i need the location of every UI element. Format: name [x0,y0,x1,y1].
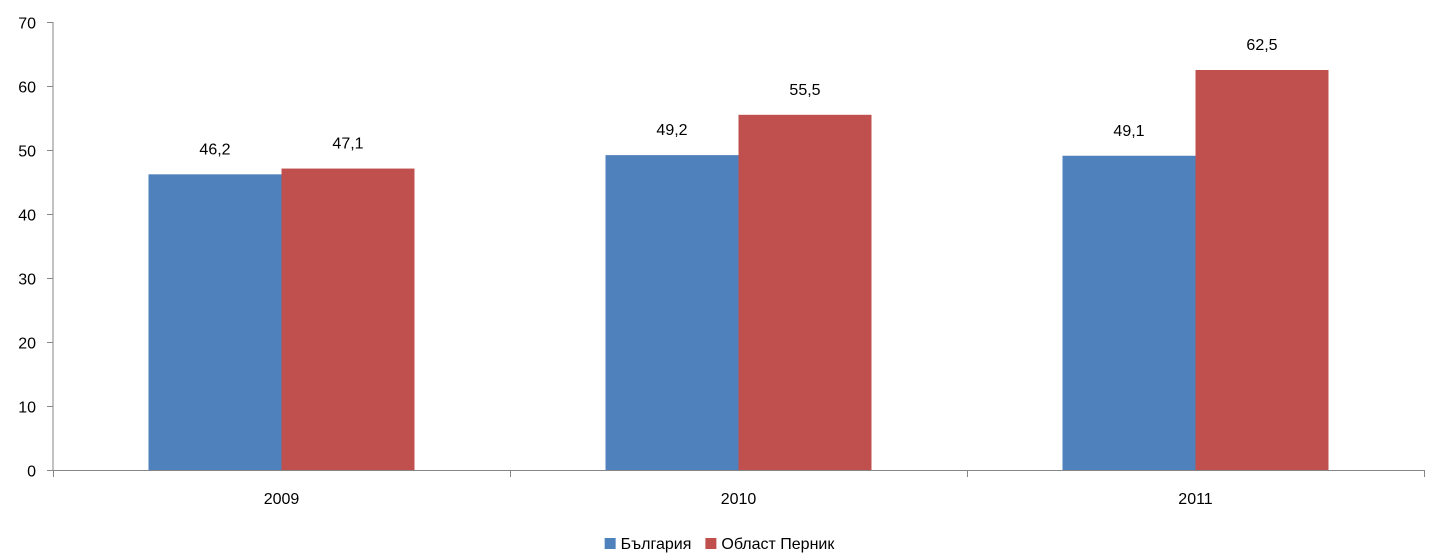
y-tick-label: 0 [27,464,36,481]
y-tick-label: 50 [18,144,36,161]
y-tick-label: 20 [18,336,36,353]
bar [1195,70,1329,470]
data-labels: 46,2 47,1 49,2 55,5 49,1 62,5 [199,37,1277,158]
y-tick-label: 10 [18,400,36,417]
y-tick-label: 60 [18,80,36,97]
x-tick-label: 2010 [721,491,757,508]
data-label: 62,5 [1246,37,1277,54]
data-label: 49,1 [1113,123,1144,140]
legend-label: България [621,536,692,553]
y-tick-label: 40 [18,208,36,225]
bar [281,168,415,470]
x-tick-label: 2009 [264,491,300,508]
data-label: 55,5 [789,82,820,99]
legend: България Област Перник [604,536,835,553]
y-tick-label: 30 [18,272,36,289]
bar [605,155,739,470]
data-label: 46,2 [199,141,230,158]
bar [1062,155,1196,470]
y-axis: 0 10 20 30 40 50 60 70 [18,16,54,481]
data-label: 49,2 [656,122,687,139]
legend-label: Област Перник [721,536,835,553]
data-label: 47,1 [332,136,363,153]
x-tick-label: 2011 [1178,491,1213,508]
legend-swatch [604,538,616,549]
y-tick-label: 70 [18,16,36,33]
bars [148,70,1329,471]
bar [738,114,872,471]
legend-swatch [705,538,717,549]
bar [148,174,282,470]
x-axis: 2009 2010 2011 [53,470,1425,508]
